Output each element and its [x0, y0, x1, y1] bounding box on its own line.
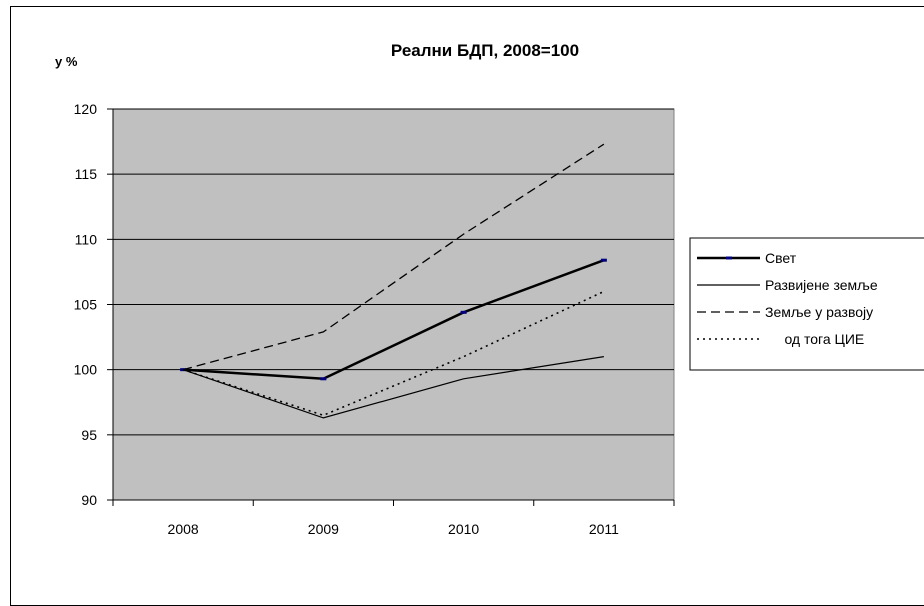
series-line-1 — [182, 356, 604, 419]
y-tick-labels: 90 95 100 105 110 115 120 — [74, 101, 113, 508]
gridlines — [113, 108, 674, 436]
data-point-marker — [460, 310, 467, 314]
series-line-3 — [182, 290, 605, 417]
legend-marker — [726, 256, 732, 260]
y-tick-label: 110 — [75, 231, 98, 247]
data-point-marker — [600, 258, 607, 262]
x-tick-label: 2011 — [589, 521, 619, 537]
x-tick-label: 2009 — [308, 521, 339, 537]
y-tick-label: 100 — [74, 362, 98, 378]
legend-label: Развијене земље — [765, 277, 878, 293]
x-tick-label: 2008 — [168, 521, 199, 537]
line-chart: Реални БДП, 2008=100 у % 90 95 100 105 110 11… — [55, 41, 924, 537]
series-line-0 — [183, 259, 605, 381]
y-tick-label: 105 — [74, 297, 98, 313]
y-tick-label: 120 — [74, 101, 98, 117]
legend-label: Земље у развоју — [765, 304, 873, 320]
legend-label: од тога ЦИЕ — [765, 331, 864, 347]
y-tick-label: 90 — [81, 492, 97, 508]
data-point-marker — [320, 377, 327, 381]
series-lines — [180, 143, 607, 419]
y-tick-label: 115 — [75, 166, 98, 182]
x-tick-labels: 2008 2009 2010 2011 — [112, 500, 675, 537]
series-line-2 — [182, 143, 605, 371]
legend: Свет Развијене земље Земље у развоју од то… — [689, 237, 924, 371]
chart-title: Реални БДП, 2008=100 — [391, 41, 579, 60]
x-tick-label: 2010 — [448, 521, 479, 537]
y-axis-label: у % — [55, 54, 78, 69]
legend-label: Свет — [765, 250, 797, 266]
legend-box — [689, 237, 924, 371]
y-tick-label: 95 — [81, 427, 97, 443]
